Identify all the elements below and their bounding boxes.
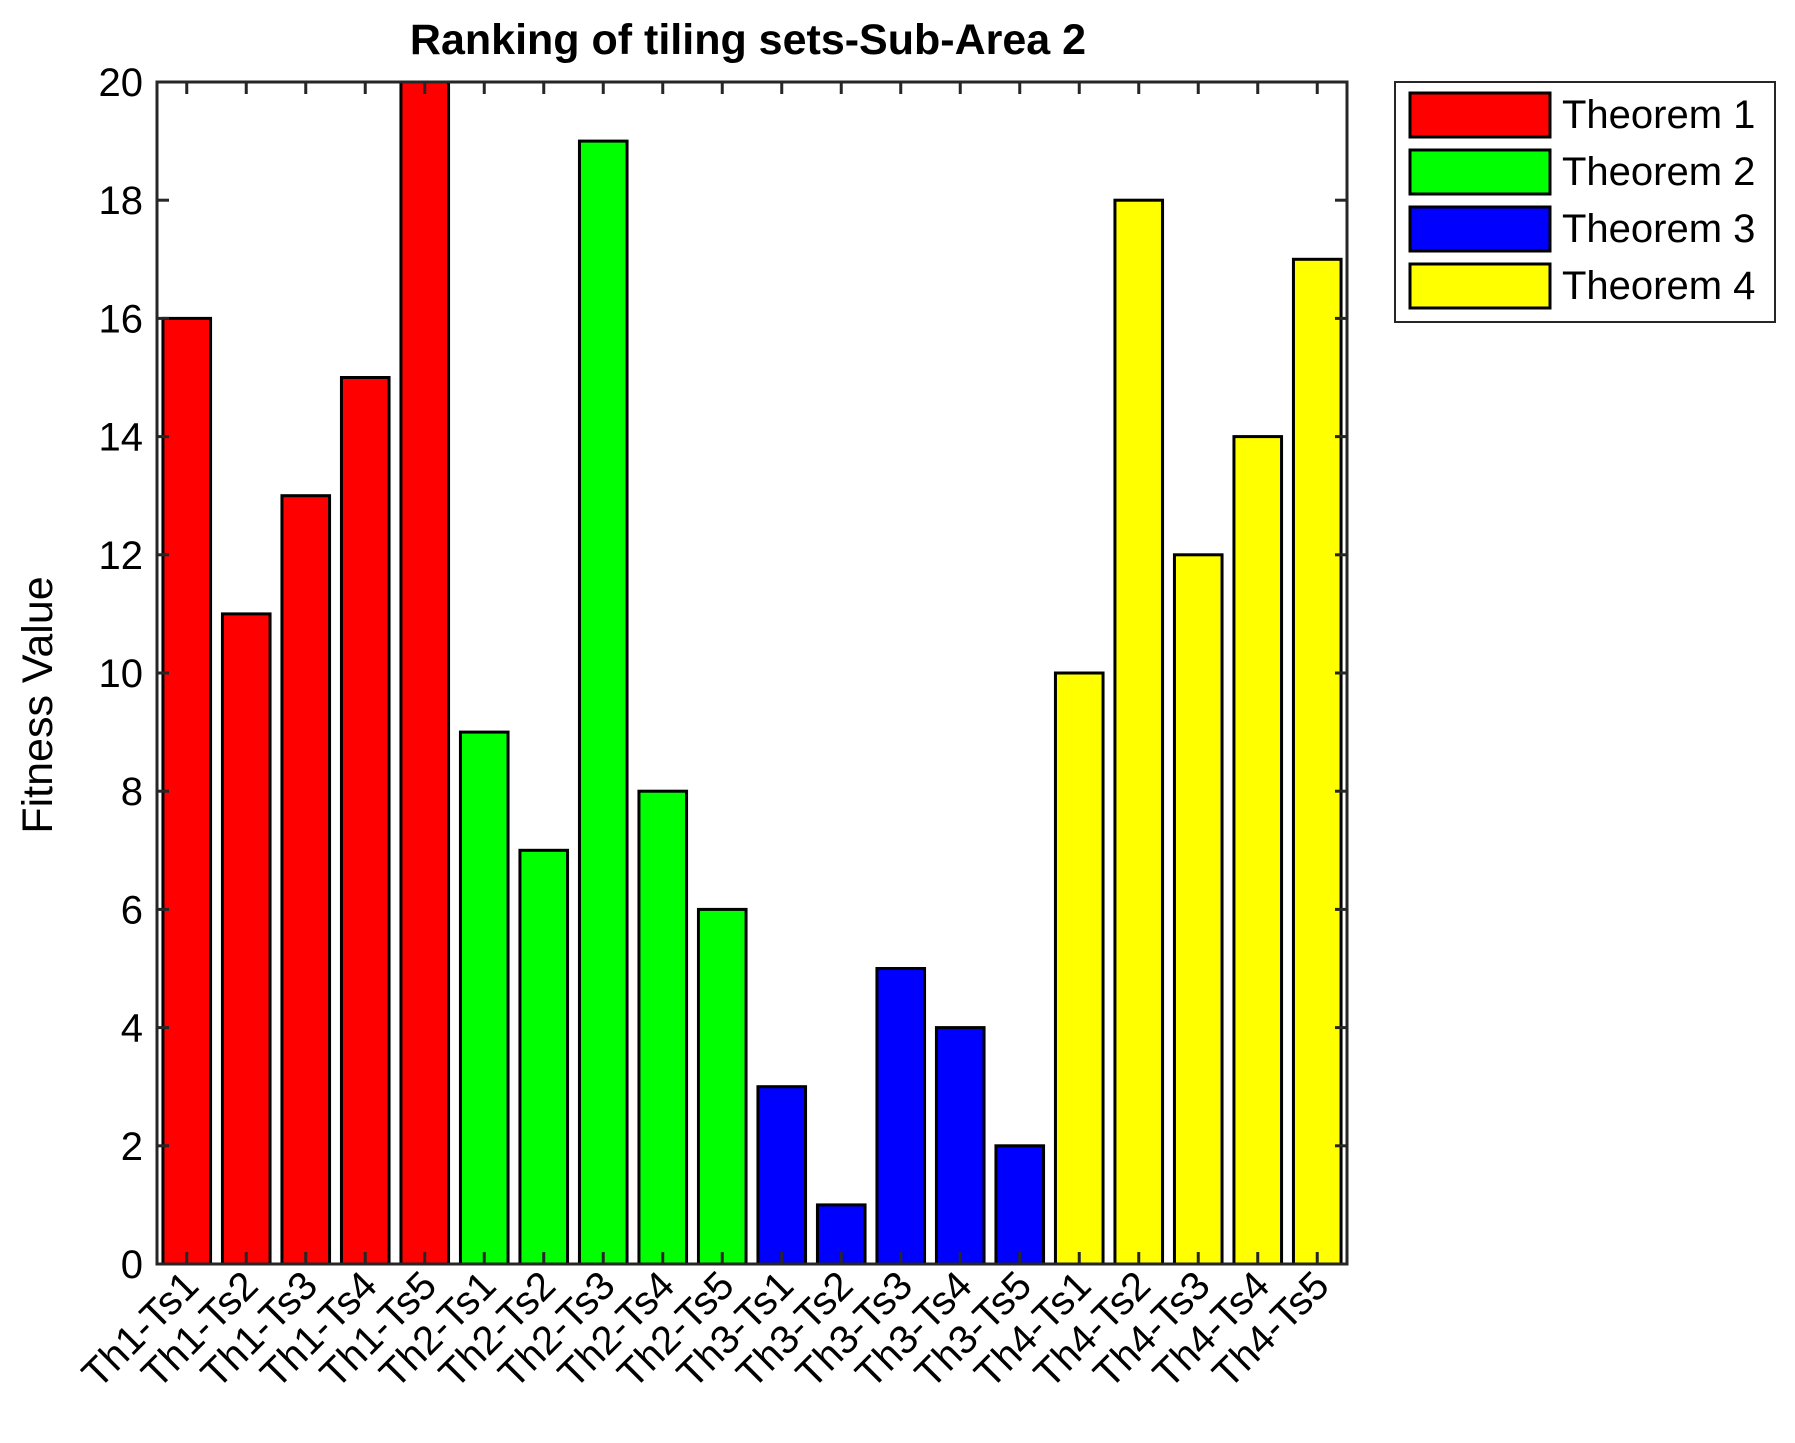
- y-tick-label: 8: [121, 770, 143, 814]
- bar-th1-ts5: [399, 80, 451, 1266]
- bar-th3-ts3: [875, 967, 927, 1266]
- plot-area: [157, 82, 1347, 1264]
- bar-th4-ts2: [1113, 198, 1165, 1266]
- legend-swatch: [1408, 148, 1552, 196]
- y-tick-label: 18: [99, 179, 144, 223]
- legend: Theorem 1 Theorem 2 Theorem 3 Theorem 4: [1394, 81, 1776, 323]
- bar-th4-ts5: [1291, 257, 1343, 1266]
- legend-label: Theorem 4: [1562, 264, 1755, 308]
- legend-swatch: [1408, 91, 1552, 139]
- bar-th3-ts4: [934, 1026, 986, 1266]
- legend-label: Theorem 2: [1562, 150, 1755, 194]
- bar-th4-ts4: [1232, 435, 1284, 1266]
- y-tick-label: 12: [99, 534, 144, 578]
- bar-th2-ts3: [577, 139, 629, 1266]
- y-tick-label: 4: [121, 1007, 143, 1051]
- bar-th2-ts5: [696, 907, 748, 1266]
- bar-th1-ts2: [220, 612, 272, 1266]
- x-axis-ticks: Th1-Ts1Th1-Ts2Th1-Ts3Th1-Ts4Th1-Ts5Th2-T…: [74, 82, 1338, 1397]
- bar-th2-ts4: [637, 789, 689, 1266]
- bar-th1-ts4: [339, 376, 391, 1266]
- legend-swatch: [1408, 205, 1552, 253]
- bar-th4-ts3: [1172, 553, 1224, 1266]
- bar-th3-ts1: [756, 1085, 808, 1266]
- plot-frame: [155, 80, 1349, 1266]
- y-tick-label: 0: [121, 1243, 143, 1287]
- y-axis-label: Fitness Value: [14, 576, 62, 833]
- y-tick-label: 6: [121, 888, 143, 932]
- bar-th3-ts5: [994, 1144, 1046, 1266]
- y-tick-label: 16: [99, 297, 144, 341]
- bar-th1-ts1: [161, 316, 213, 1266]
- y-tick-label: 10: [99, 652, 144, 696]
- y-axis-ticks: 0 2 4 6 8 10 12 14 16 18 20: [99, 61, 1347, 1287]
- bar-th2-ts1: [458, 730, 510, 1266]
- legend-swatch: [1408, 262, 1552, 310]
- bar-th4-ts1: [1053, 671, 1105, 1266]
- y-tick-label: 14: [99, 416, 144, 460]
- bar-th1-ts3: [280, 494, 332, 1266]
- legend-label: Theorem 3: [1562, 207, 1755, 251]
- y-tick-label: 20: [99, 61, 144, 105]
- chart-title: Ranking of tiling sets-Sub-Area 2: [410, 16, 1086, 64]
- bars-group: [161, 80, 1343, 1266]
- bar-th2-ts2: [518, 848, 570, 1266]
- legend-items: Theorem 1 Theorem 2 Theorem 3 Theorem 4: [1408, 91, 1755, 310]
- y-tick-label: 2: [121, 1125, 143, 1169]
- legend-label: Theorem 1: [1562, 93, 1755, 137]
